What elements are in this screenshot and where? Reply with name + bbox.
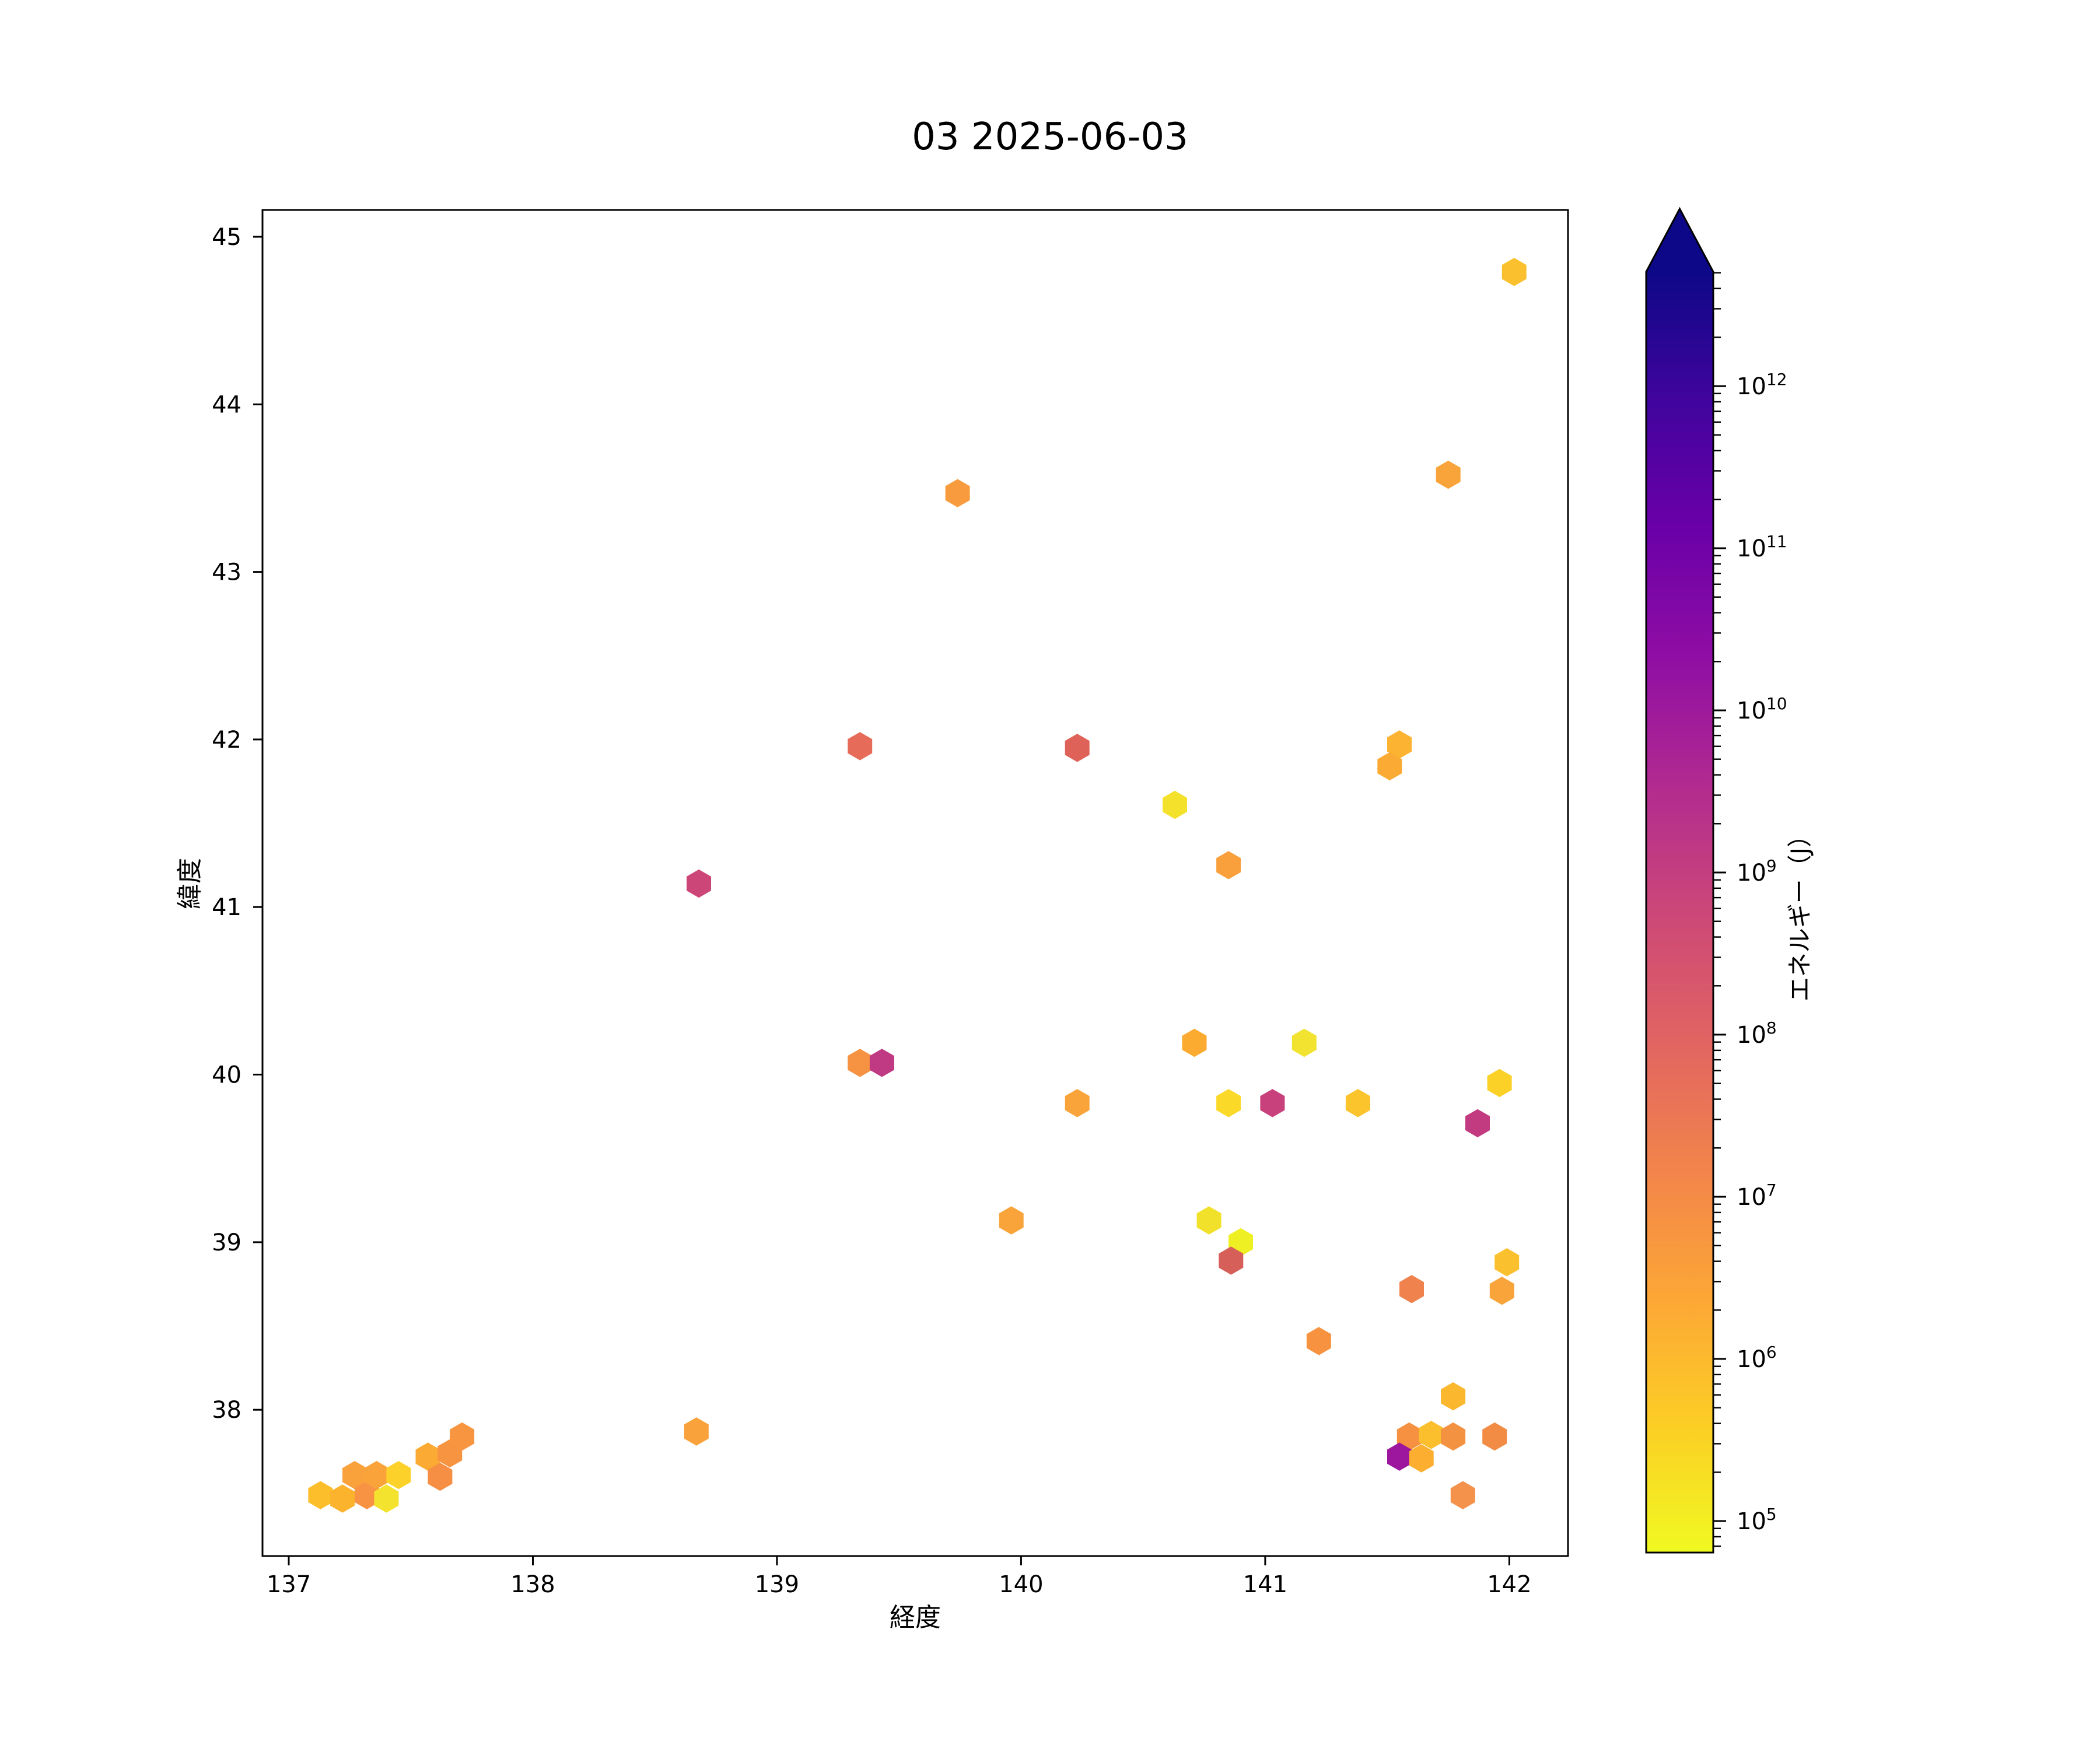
- hexbin-point: [1409, 1444, 1434, 1473]
- hexbin-point: [848, 1049, 873, 1077]
- hexbin-point: [1260, 1089, 1285, 1117]
- colorbar-label: エネルギー（J）: [1786, 823, 1814, 1001]
- hexbin-point: [869, 1049, 894, 1077]
- hexbin-point: [1450, 1481, 1475, 1509]
- y-tick-label: 42: [212, 727, 242, 754]
- hexbin-point: [428, 1462, 453, 1491]
- hexbin-point: [1396, 1422, 1422, 1451]
- hexbin-point: [848, 732, 873, 761]
- colorbar-tick-label: 105: [1737, 1505, 1777, 1535]
- plot-area-frame: [261, 209, 1569, 1557]
- hexbin-points: [308, 258, 1527, 1513]
- hexbin-point: [1182, 1028, 1207, 1057]
- hexbin-point: [1065, 1089, 1090, 1117]
- y-tick-label: 39: [212, 1229, 242, 1256]
- hexbin-point: [1065, 734, 1090, 762]
- hexbin-point: [374, 1484, 399, 1513]
- x-axis-label: 経度: [890, 1603, 941, 1632]
- hexbin-point: [415, 1442, 440, 1471]
- y-tick-label: 41: [212, 894, 242, 921]
- hexbin-point: [1489, 1277, 1514, 1305]
- hexbin-point: [1419, 1421, 1444, 1449]
- y-axis-ticks: 38 39 40 41 42 43 44 45: [212, 224, 262, 1424]
- hexbin-point: [945, 479, 970, 507]
- hexbin-point: [1487, 1068, 1512, 1098]
- hexbin-point: [1436, 460, 1461, 489]
- y-axis-label: 緯度: [175, 858, 205, 909]
- y-tick-label: 44: [212, 391, 242, 418]
- x-axis-ticks: 137 138 139 140 141 142: [267, 1556, 1532, 1598]
- hexbin-point: [1163, 790, 1187, 819]
- hexbin-point: [1345, 1089, 1370, 1117]
- hexbin-point: [684, 1417, 709, 1446]
- hexbin-point: [308, 1481, 333, 1509]
- hexbin-point: [1502, 258, 1527, 286]
- hexbin-point: [342, 1461, 367, 1490]
- colorbar-tick-label: 106: [1737, 1343, 1777, 1373]
- colorbar-tick-label: 1010: [1737, 694, 1787, 724]
- colorbar: 105 106 107 108 109 1010 1011 1012: [1645, 206, 1787, 1554]
- hexbin-point: [999, 1206, 1024, 1235]
- x-tick-label: 142: [1487, 1571, 1531, 1598]
- colorbar-tick-label: 1011: [1737, 532, 1787, 562]
- x-tick-label: 141: [1243, 1571, 1287, 1598]
- hexbin-point: [1216, 1089, 1241, 1117]
- y-tick-label: 45: [212, 224, 242, 251]
- x-tick-label: 138: [510, 1571, 555, 1598]
- hexbin-point: [330, 1484, 355, 1513]
- hexbin-point: [1482, 1422, 1507, 1451]
- hexbin-point: [1441, 1422, 1466, 1451]
- hexbin-point: [1216, 851, 1241, 879]
- x-tick-label: 137: [267, 1571, 311, 1598]
- hexbin-point: [1387, 730, 1412, 759]
- y-tick-label: 40: [212, 1062, 242, 1089]
- hexbin-point: [364, 1461, 389, 1490]
- colorbar-tick-label: 108: [1737, 1018, 1777, 1049]
- colorbar-tick-label: 107: [1737, 1180, 1777, 1211]
- hexbin-point: [687, 869, 711, 898]
- colorbar-tick-label: 109: [1737, 856, 1777, 886]
- hexbin-point: [1306, 1327, 1331, 1355]
- hexbin-point: [386, 1461, 411, 1490]
- x-tick-label: 139: [755, 1571, 799, 1598]
- figure-title: 03 2025-06-03: [912, 115, 1188, 159]
- colorbar-bar: [1645, 206, 1714, 1554]
- hexbin-point: [1441, 1382, 1466, 1411]
- hexbin-point: [1196, 1206, 1222, 1235]
- hexbin-point: [1219, 1246, 1244, 1275]
- x-tick-label: 140: [999, 1571, 1043, 1598]
- hexbin-point: [1399, 1275, 1424, 1304]
- y-tick-label: 43: [212, 559, 242, 586]
- hexbin-point: [1377, 752, 1402, 781]
- hexbin-point: [1387, 1442, 1412, 1471]
- hexbin-point: [354, 1481, 379, 1509]
- hexbin-point: [450, 1422, 475, 1451]
- hexbin-point: [1465, 1109, 1490, 1138]
- y-tick-label: 38: [212, 1397, 242, 1424]
- colorbar-tick-label: 1012: [1737, 370, 1787, 400]
- hexbin-point: [1494, 1248, 1520, 1277]
- hexbin-point: [1292, 1028, 1317, 1057]
